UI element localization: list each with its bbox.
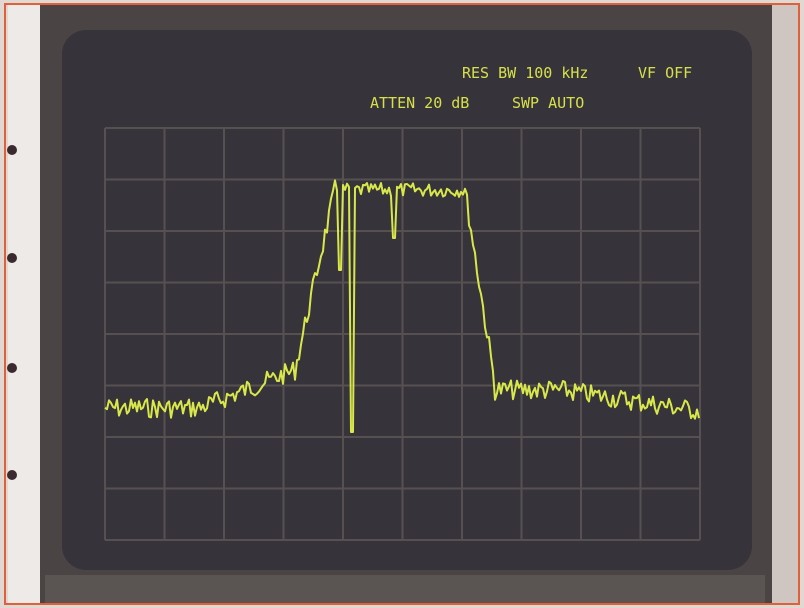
knob (7, 470, 17, 480)
header-text: VF OFF (638, 64, 692, 82)
side-panel (8, 4, 40, 604)
frame (4, 3, 800, 605)
knob (7, 363, 17, 373)
right-edge (772, 4, 798, 604)
crt-screen (62, 30, 752, 570)
bezel-bottom (45, 575, 765, 604)
header-text: SWP AUTO (512, 94, 584, 112)
graticule (104, 127, 701, 541)
header-text: RES BW 100 kHz (462, 64, 588, 82)
header-text: ATTEN 20 dB (370, 94, 469, 112)
knob (7, 253, 17, 263)
knob (7, 145, 17, 155)
spectrum-trace (104, 179, 700, 433)
